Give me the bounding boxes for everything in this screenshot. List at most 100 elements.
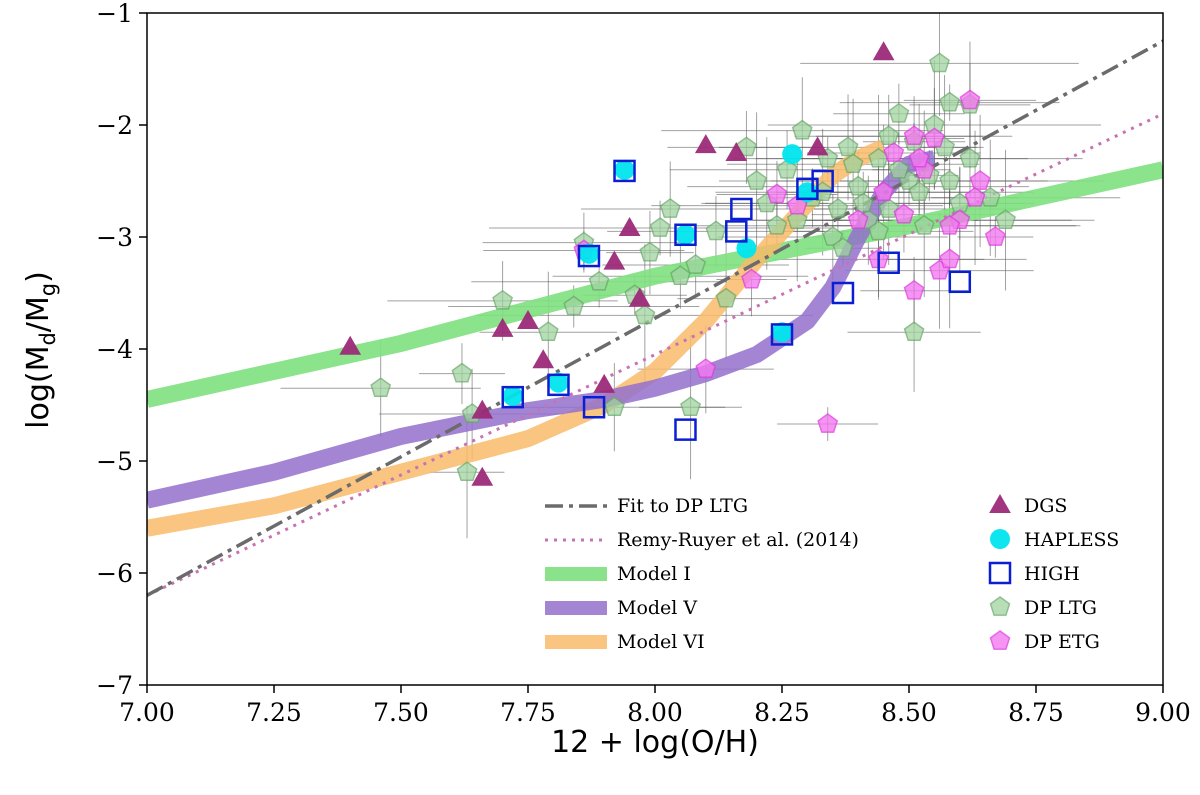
point-dp-etg bbox=[908, 147, 930, 168]
y-tick-label: −4 bbox=[96, 335, 133, 364]
legend-label: Model V bbox=[617, 597, 697, 619]
point-hapless bbox=[736, 238, 757, 259]
point-dp-etg bbox=[741, 268, 762, 289]
point-dp-etg bbox=[893, 203, 915, 224]
point-dp-ltg bbox=[563, 295, 585, 316]
legend-marker-hapless bbox=[990, 529, 1010, 549]
point-dp-ltg bbox=[451, 362, 473, 383]
line-fit bbox=[147, 39, 1163, 597]
point-hapless bbox=[675, 224, 696, 245]
point-dp-ltg bbox=[959, 147, 981, 168]
point-dp-ltg bbox=[878, 198, 900, 218]
point-high bbox=[501, 385, 525, 409]
point-high bbox=[547, 373, 570, 397]
point-dp-ltg bbox=[929, 52, 950, 73]
point-dp-etg bbox=[766, 183, 788, 204]
point-hapless bbox=[578, 243, 599, 264]
point-hapless bbox=[502, 386, 523, 407]
point-high bbox=[582, 395, 606, 419]
point-dp-ltg bbox=[913, 214, 935, 235]
legend-marker-high bbox=[988, 561, 1012, 585]
point-dp-ltg bbox=[456, 461, 478, 482]
point-dp-etg bbox=[903, 279, 925, 300]
y-tick-label: −3 bbox=[96, 223, 133, 252]
point-dp-ltg bbox=[680, 396, 701, 417]
x-tick-label: 8.00 bbox=[627, 698, 683, 727]
point-dp-etg bbox=[847, 209, 869, 230]
point-dp-ltg bbox=[995, 209, 1016, 230]
point-dp-etg bbox=[903, 125, 925, 146]
point-dp-etg bbox=[873, 181, 894, 202]
y-axis-title: log(Md/Mg) bbox=[21, 271, 60, 429]
point-dp-ltg bbox=[766, 214, 788, 235]
point-dgs bbox=[872, 41, 895, 61]
point-dp-ltg bbox=[832, 237, 854, 258]
point-dp-ltg bbox=[537, 321, 559, 342]
point-high bbox=[877, 251, 900, 275]
point-hapless bbox=[772, 322, 792, 343]
legend-label: DP ETG bbox=[1024, 631, 1100, 653]
point-dgs bbox=[471, 399, 494, 419]
x-tick-label: 8.50 bbox=[881, 698, 937, 727]
x-tick-label: 7.25 bbox=[246, 698, 302, 727]
legend-label: Model VI bbox=[617, 631, 705, 653]
point-high bbox=[796, 177, 819, 201]
point-dp-ltg bbox=[852, 192, 874, 213]
point-dp-ltg bbox=[603, 396, 625, 417]
point-dgs bbox=[725, 141, 748, 161]
point-dp-ltg bbox=[685, 254, 707, 274]
legend-label: HIGH bbox=[1024, 563, 1080, 585]
point-high bbox=[831, 281, 855, 305]
legend-label: DP LTG bbox=[1024, 597, 1097, 619]
y-tick-label: −6 bbox=[96, 559, 133, 588]
point-dgs bbox=[471, 466, 494, 486]
y-tick-label: −1 bbox=[96, 0, 133, 28]
point-high bbox=[811, 169, 834, 193]
point-dp-ltg bbox=[588, 270, 610, 291]
point-high bbox=[730, 197, 753, 221]
point-dp-etg bbox=[959, 89, 981, 110]
point-dp-ltg bbox=[903, 321, 925, 342]
point-dgs bbox=[339, 335, 362, 355]
point-high bbox=[613, 159, 636, 183]
legend-label: HAPLESS bbox=[1024, 529, 1119, 551]
point-dp-ltg bbox=[786, 209, 808, 230]
point-dp-ltg bbox=[908, 181, 930, 202]
y-tick-label: −7 bbox=[96, 671, 133, 700]
y-tick-label: −2 bbox=[96, 111, 133, 140]
y-tick-label: −5 bbox=[96, 447, 133, 476]
point-high bbox=[725, 220, 748, 243]
point-dp-etg bbox=[964, 186, 986, 207]
point-dp-ltg bbox=[649, 217, 671, 237]
point-dgs bbox=[517, 309, 539, 329]
point-dp-ltg bbox=[847, 175, 869, 196]
point-dp-etg bbox=[969, 170, 991, 190]
point-dgs bbox=[694, 134, 717, 154]
x-tick-label: 7.50 bbox=[373, 698, 429, 727]
point-high bbox=[948, 270, 972, 294]
point-dp-ltg bbox=[878, 125, 900, 146]
point-dp-ltg bbox=[370, 377, 392, 398]
point-dp-etg bbox=[883, 142, 905, 162]
point-dgs bbox=[603, 250, 626, 270]
point-dgs bbox=[618, 217, 641, 237]
point-dp-etg bbox=[924, 127, 945, 148]
legend: Fit to DP LTG Remy-Ruyer et al. (2014) Mod… bbox=[545, 493, 1119, 653]
point-high bbox=[770, 323, 794, 346]
point-dp-ltg bbox=[659, 198, 681, 218]
point-hapless bbox=[782, 144, 803, 165]
line-model-1 bbox=[147, 161, 1163, 408]
point-high bbox=[674, 223, 697, 247]
point-dp-ltg bbox=[736, 136, 757, 157]
point-hapless bbox=[548, 372, 569, 393]
data-points bbox=[339, 41, 1016, 486]
point-dp-etg bbox=[695, 358, 717, 379]
legend-label: Model I bbox=[617, 563, 691, 585]
point-dp-ltg bbox=[670, 265, 691, 286]
x-axis-title: 12 + log(O/H) bbox=[551, 725, 759, 760]
point-dp-ltg bbox=[827, 198, 849, 218]
x-tick-label: 9.00 bbox=[1135, 698, 1191, 727]
legend-label: DGS bbox=[1024, 495, 1067, 517]
point-dgs bbox=[593, 373, 616, 393]
